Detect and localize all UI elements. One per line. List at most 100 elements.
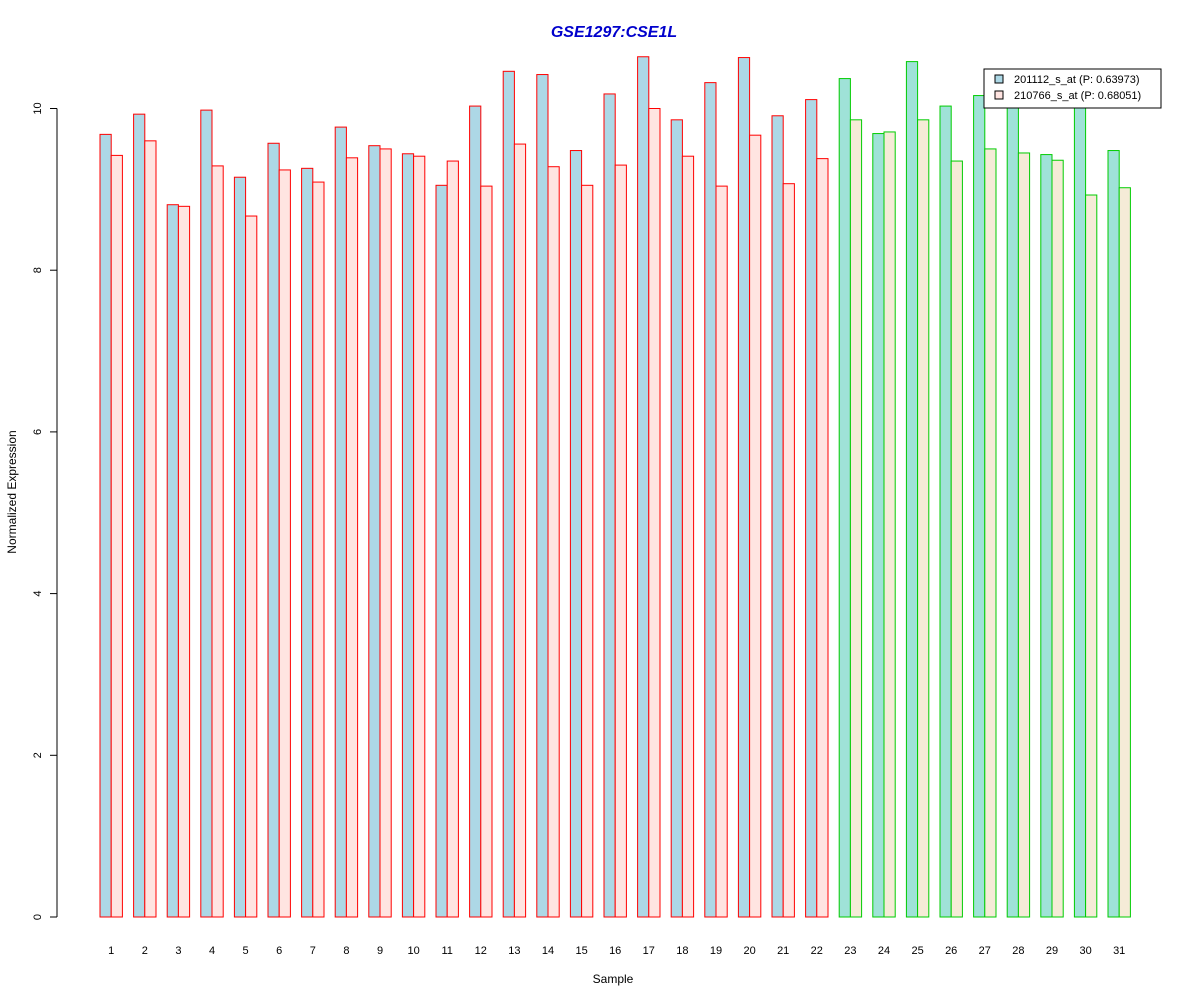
y-tick-label: 0 — [32, 914, 44, 920]
bar-series-1 — [637, 56, 650, 918]
bar-series-1 — [838, 78, 851, 918]
legend-label-series-1: 201112_s_at (P: 0.63973) — [1014, 74, 1140, 86]
bar-series-1 — [704, 82, 717, 918]
bar-series-2 — [211, 165, 224, 918]
bar-series-1 — [133, 113, 146, 918]
x-tick-label: 19 — [710, 945, 722, 957]
bar-series-2 — [614, 164, 627, 918]
x-tick-label: 27 — [979, 945, 991, 957]
bar-series-2 — [749, 134, 762, 918]
bar-series-1 — [1107, 150, 1120, 918]
bar-series-1 — [1006, 106, 1019, 918]
chart-title: GSE1297:CSE1L — [551, 24, 677, 41]
bar-series-1 — [872, 133, 885, 918]
bar-series-2 — [278, 169, 291, 918]
x-axis-label: Sample — [593, 972, 634, 986]
x-tick-label: 12 — [475, 945, 487, 957]
bar-series-2 — [816, 158, 829, 918]
bar-series-2 — [413, 155, 426, 918]
bar-series-1 — [670, 119, 683, 918]
x-tick-label: 17 — [643, 945, 655, 957]
bar-series-1 — [166, 204, 179, 918]
bar-series-2 — [883, 131, 896, 918]
bar-series-1 — [435, 184, 448, 918]
x-tick-label: 5 — [243, 945, 249, 957]
bar-series-1 — [233, 176, 247, 918]
y-tick-label: 4 — [32, 591, 44, 597]
bar-series-1 — [973, 95, 986, 918]
x-tick-label: 6 — [276, 945, 282, 957]
x-tick-label: 28 — [1012, 945, 1024, 957]
x-tick-label: 4 — [209, 945, 215, 957]
legend-box — [983, 68, 1162, 109]
bar-series-1 — [200, 109, 213, 918]
bar-series-1 — [771, 115, 784, 918]
y-axis: 0 2 4 6 8 10 — [32, 102, 58, 920]
bar-series-2 — [715, 185, 728, 918]
bar-series-2 — [379, 148, 392, 918]
bar-series-2 — [312, 181, 325, 918]
bar-series-1 — [569, 150, 583, 918]
x-tick-label: 3 — [175, 945, 181, 957]
x-tick-label: 29 — [1046, 945, 1058, 957]
x-tick-label: 24 — [878, 945, 890, 957]
bar-series-1 — [469, 105, 482, 918]
bars-group — [99, 56, 1131, 918]
bar-series-1 — [536, 74, 549, 918]
x-tick-label: 1 — [108, 945, 114, 957]
bar-series-2 — [345, 157, 359, 918]
bar-series-1 — [939, 105, 952, 918]
bar-series-1 — [1040, 154, 1053, 918]
x-tick-label: 2 — [142, 945, 148, 957]
x-tick-labels: 1 2 3 4 5 6 7 8 9 10 11 12 13 14 15 16 17 18 19 20 21 22 23 24 2… — [108, 945, 1125, 957]
bar-series-2 — [681, 155, 695, 918]
bar-series-1 — [99, 133, 112, 918]
x-tick-label: 16 — [609, 945, 621, 957]
y-tick-label: 10 — [32, 102, 44, 114]
bar-series-2 — [480, 185, 493, 918]
bar-series-2 — [984, 148, 997, 918]
x-tick-label: 25 — [911, 945, 923, 957]
bar-series-2 — [1118, 187, 1131, 918]
bar-series-1 — [267, 142, 280, 918]
y-axis-label: Normalized Expression — [5, 430, 19, 553]
bar-series-1 — [368, 145, 381, 918]
x-tick-label: 21 — [777, 945, 789, 957]
x-tick-label: 8 — [343, 945, 349, 957]
y-tick-label: 8 — [32, 267, 44, 273]
legend-swatch-series-1 — [994, 74, 1004, 84]
x-tick-label: 30 — [1079, 945, 1091, 957]
bar-series-2 — [245, 215, 258, 918]
y-tick-label: 2 — [32, 752, 44, 758]
bar-series-2 — [917, 119, 930, 918]
legend-label-series-2: 210766_s_at (P: 0.68051) — [1014, 90, 1141, 102]
x-tick-label: 11 — [441, 945, 452, 957]
x-tick-label: 26 — [945, 945, 957, 957]
bar-series-1 — [603, 93, 616, 918]
bar-series-2 — [581, 184, 594, 918]
x-tick-label: 15 — [575, 945, 587, 957]
bar-series-1 — [737, 57, 751, 918]
y-tick-label: 6 — [32, 429, 44, 435]
x-tick-label: 14 — [542, 945, 554, 957]
bar-series-2 — [547, 166, 560, 918]
bar-series-2 — [446, 160, 459, 918]
x-tick-label: 7 — [310, 945, 316, 957]
bar-series-2 — [1085, 194, 1098, 918]
x-tick-label: 10 — [407, 945, 419, 957]
bar-series-2 — [950, 160, 963, 918]
bar-series-2 — [1017, 152, 1031, 918]
x-tick-label: 20 — [743, 945, 755, 957]
bar-series-2 — [782, 183, 795, 918]
x-tick-label: 18 — [676, 945, 688, 957]
x-tick-label: 13 — [508, 945, 520, 957]
bar-series-2 — [648, 108, 661, 918]
bar-series-1 — [1073, 102, 1087, 918]
bar-series-1 — [905, 61, 919, 918]
bar-series-2 — [1051, 159, 1064, 918]
bar-series-1 — [301, 167, 314, 918]
bar-series-2 — [177, 205, 191, 918]
bar-series-1 — [401, 153, 415, 918]
